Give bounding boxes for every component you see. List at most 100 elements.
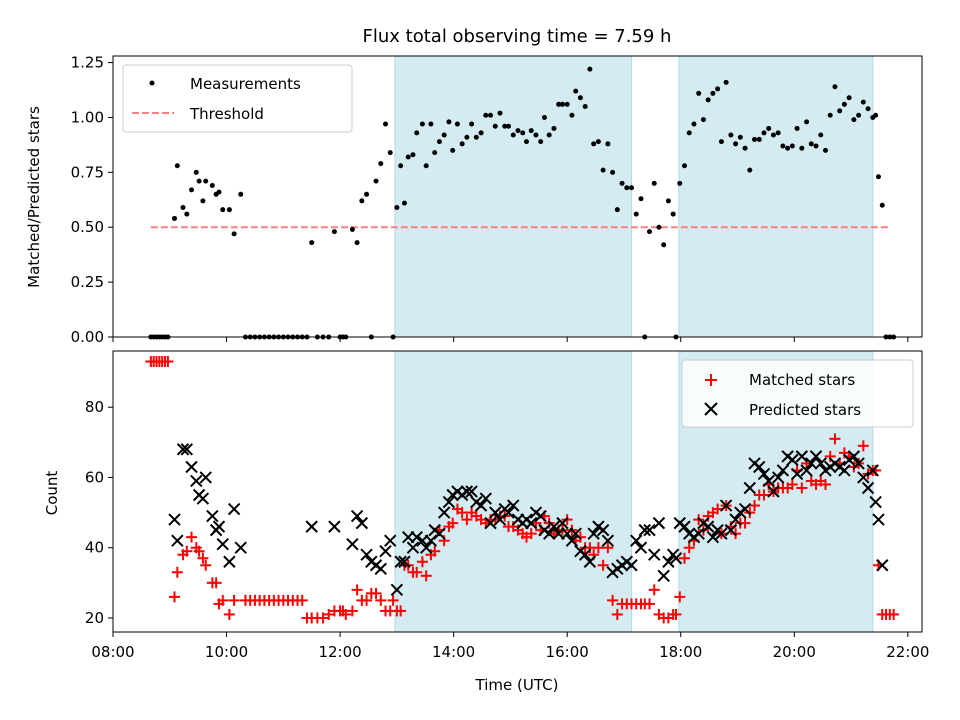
matched-point bbox=[370, 587, 382, 599]
bottom-axes-frame bbox=[112, 350, 923, 633]
matched-point bbox=[223, 608, 235, 620]
predicted-point bbox=[394, 555, 407, 568]
y-tick-label: 0.50 bbox=[71, 218, 104, 236]
matched-point bbox=[597, 559, 609, 571]
measurement-point bbox=[846, 95, 852, 101]
predicted-point bbox=[525, 516, 538, 530]
predicted-point bbox=[180, 443, 194, 456]
measurement-point bbox=[715, 86, 721, 92]
measurement-point bbox=[856, 112, 862, 118]
predicted-point bbox=[502, 506, 515, 519]
measurement-point bbox=[559, 101, 565, 107]
measurement-point bbox=[818, 132, 824, 138]
x-tick-label: 18:00 bbox=[659, 643, 702, 661]
measurement-point bbox=[387, 150, 393, 156]
measurement-point bbox=[506, 123, 512, 129]
predicted-point bbox=[790, 467, 804, 481]
predicted-point bbox=[630, 534, 643, 547]
matched-point bbox=[602, 542, 614, 554]
matched-point bbox=[411, 566, 423, 578]
matched-point bbox=[210, 577, 222, 589]
measurement-point bbox=[837, 108, 843, 114]
matched-point bbox=[888, 608, 900, 620]
measurement-point bbox=[761, 130, 767, 136]
measurement-point bbox=[573, 88, 579, 94]
measurement-point bbox=[478, 130, 484, 136]
measurement-point bbox=[686, 130, 692, 136]
predicted-point bbox=[542, 527, 556, 540]
measurement-point bbox=[423, 163, 429, 169]
matched-point bbox=[200, 559, 212, 571]
measurement-point bbox=[875, 174, 881, 180]
measurement-point bbox=[419, 121, 425, 127]
measurement-point bbox=[528, 128, 534, 134]
matched-point bbox=[670, 608, 682, 620]
measurement-point bbox=[661, 242, 667, 248]
predicted-point bbox=[638, 523, 651, 537]
matched-point bbox=[361, 594, 373, 606]
measurement-point bbox=[587, 66, 593, 72]
measurement-point bbox=[677, 180, 683, 186]
predicted-point bbox=[212, 520, 226, 533]
measurement-point bbox=[569, 112, 575, 118]
measurement-point bbox=[747, 167, 753, 173]
predicted-point bbox=[433, 527, 446, 540]
matched-point bbox=[317, 612, 329, 624]
measurement-point bbox=[700, 117, 706, 123]
measurement-point bbox=[533, 132, 539, 138]
predicted-point bbox=[701, 520, 715, 533]
predicted-point bbox=[507, 499, 520, 512]
predicted-point bbox=[652, 516, 666, 530]
predicted-point bbox=[190, 474, 203, 488]
y-tick-label: 80 bbox=[85, 398, 104, 416]
measurement-point bbox=[193, 169, 199, 175]
predicted-point bbox=[738, 502, 752, 516]
measurement-point bbox=[610, 169, 616, 175]
matched-point bbox=[171, 566, 183, 578]
matched-point bbox=[648, 584, 660, 596]
measurement-point bbox=[441, 132, 447, 138]
measurement-point bbox=[436, 139, 442, 145]
measurement-point bbox=[770, 132, 776, 138]
predicted-point bbox=[328, 520, 341, 533]
measurement-point bbox=[428, 121, 434, 127]
matched-point bbox=[749, 500, 761, 512]
legend-predicted-label: Predicted stars bbox=[749, 401, 861, 419]
bottom-y-axis-ticks: 20 40 60 80 bbox=[85, 398, 113, 627]
predicted-point bbox=[786, 453, 799, 467]
predicted-point bbox=[876, 559, 889, 572]
matched-point bbox=[739, 517, 751, 529]
top-legend-box bbox=[122, 64, 353, 133]
matched-point bbox=[611, 608, 623, 620]
predicted-point bbox=[234, 541, 247, 554]
predicted-point bbox=[838, 464, 851, 477]
measurement-point bbox=[789, 143, 795, 149]
matched-point bbox=[217, 594, 229, 606]
measurement-point bbox=[577, 95, 583, 101]
predicted-point bbox=[715, 527, 728, 540]
matched-point bbox=[796, 482, 808, 494]
predicted-point bbox=[406, 541, 420, 554]
predicted-point bbox=[669, 552, 683, 565]
measurement-point bbox=[359, 198, 365, 204]
measurement-point bbox=[497, 110, 503, 116]
predicted-point bbox=[743, 481, 756, 495]
matched-point bbox=[197, 552, 209, 564]
predicted-point bbox=[223, 555, 236, 568]
measurement-point bbox=[541, 114, 547, 120]
measurement-point bbox=[454, 121, 460, 127]
shaded-region bbox=[394, 55, 633, 338]
measurement-point bbox=[591, 141, 597, 147]
measurement-point bbox=[488, 112, 494, 118]
measurement-point bbox=[405, 154, 411, 160]
measurement-point bbox=[804, 119, 810, 125]
measurement-point bbox=[523, 139, 529, 145]
y-tick-label: 20 bbox=[85, 609, 104, 627]
measurement-point bbox=[216, 189, 222, 195]
measurement-point bbox=[705, 97, 711, 103]
predicted-point bbox=[569, 527, 582, 540]
predicted-point bbox=[398, 555, 411, 568]
predicted-point bbox=[678, 520, 691, 533]
measurement-point bbox=[691, 121, 697, 127]
measurement-point bbox=[238, 191, 244, 197]
